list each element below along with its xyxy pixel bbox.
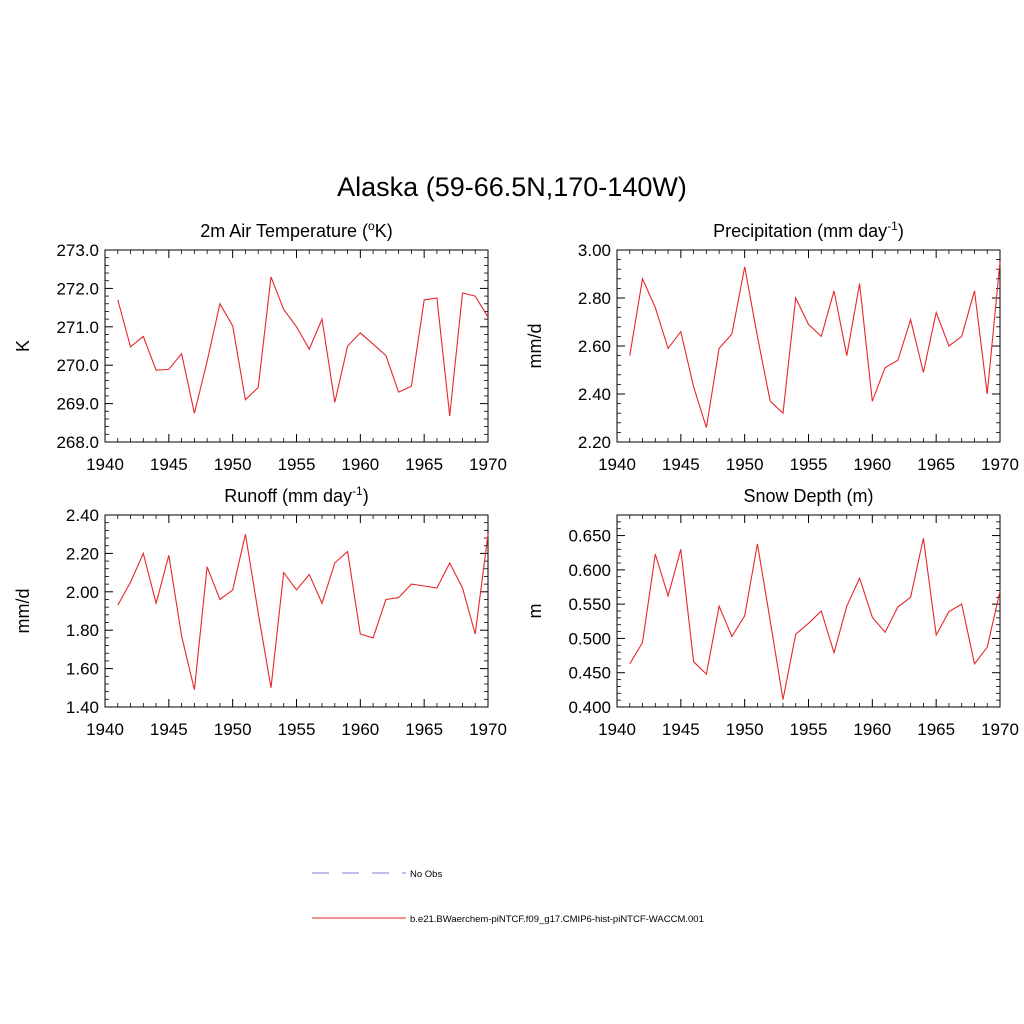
y-axis-label: mm/d [13,589,33,634]
y-tick-label: 0.400 [568,698,611,717]
y-tick-label: 0.550 [568,595,611,614]
x-tick-label: 1960 [853,720,891,739]
x-tick-label: 1945 [150,720,188,739]
panel-title: Runoff (mm day-1) [224,484,368,506]
chart-panel-2: 1940 1945 1950 1955 1960 1965 1970 2.20 2.40 2.60… [525,219,1019,474]
legend-model-label: b.e21.BWaerchem-piNTCF.f09_g17.CMIP6-his… [410,914,704,925]
x-tick-label: 1955 [278,720,316,739]
x-tick-label: 1970 [469,455,507,474]
y-axis-label: m [525,604,545,619]
y-tick-label: 268.0 [56,433,99,452]
series-line [629,261,1001,428]
panel-title-text: Snow Depth (m) [743,486,873,506]
plot-frame [616,249,1001,443]
y-tick-label: 0.500 [568,629,611,648]
x-tick-label: 1950 [726,720,764,739]
x-tick-label: 1950 [726,455,764,474]
x-tick-label: 1955 [790,455,828,474]
panel-title: Precipitation (mm day-1) [713,219,904,241]
y-tick-label: 2.40 [66,506,99,525]
x-tick-label: 1940 [598,455,636,474]
series-line [117,534,489,690]
panel-title-superscript: -1 [352,484,363,498]
plot-frame [104,514,489,708]
panel-title-end: K) [375,221,393,241]
x-tick-label: 1965 [405,455,443,474]
y-tick-label: 3.00 [578,241,611,260]
panel-title-superscript: -1 [887,219,898,233]
y-tick-label: 269.0 [56,395,99,414]
x-tick-label: 1955 [278,455,316,474]
plot-frame [616,514,1001,708]
panel-title-text: Precipitation (mm day [713,221,887,241]
x-tick-label: 1945 [662,455,700,474]
y-tick-label: 270.0 [56,356,99,375]
x-tick-label: 1960 [853,455,891,474]
y-axis-label: mm/d [525,324,545,369]
x-tick-label: 1950 [214,720,252,739]
x-tick-label: 1945 [662,720,700,739]
y-tick-label: 0.600 [568,561,611,580]
x-tick-label: 1940 [598,720,636,739]
x-tick-label: 1940 [86,720,124,739]
y-tick-label: 0.450 [568,664,611,683]
y-tick-label: 2.20 [578,433,611,452]
panel-title-text: 2m Air Temperature ( [200,221,368,241]
y-tick-label: 0.650 [568,527,611,546]
legend: No Obs b.e21.BWaerchem-piNTCF.f09_g17.CM… [312,869,704,925]
x-tick-label: 1970 [469,720,507,739]
y-tick-label: 1.40 [66,698,99,717]
panel-title-superscript: o [368,219,375,233]
chart-panel-3: 1940 1945 1950 1955 1960 1965 1970 1.40 1.60 1.80… [13,484,507,739]
x-tick-label: 1965 [405,720,443,739]
y-tick-label: 1.60 [66,660,99,679]
x-tick-label: 1955 [790,720,828,739]
x-tick-label: 1970 [981,455,1019,474]
chart-panel-1: 1940 1945 1950 1955 1960 1965 1970 268.0 269.0 27… [13,219,507,474]
x-tick-label: 1960 [341,720,379,739]
panel-title-text: Runoff (mm day [224,486,352,506]
y-tick-label: 2.40 [578,385,611,404]
y-tick-label: 2.60 [578,337,611,356]
y-tick-label: 2.00 [66,583,99,602]
x-tick-label: 1965 [917,720,955,739]
y-axis-label: K [13,340,33,352]
y-tick-label: 272.0 [56,279,99,298]
plot-frame [104,249,489,443]
y-tick-label: 271.0 [56,318,99,337]
chart-panel-4: 1940 1945 1950 1955 1960 1965 1970 0.400 0.450 0.… [525,486,1019,739]
panel-title: Snow Depth (m) [743,486,873,506]
panel-title-end: ) [898,221,904,241]
x-tick-label: 1940 [86,455,124,474]
series-line [117,276,489,416]
panel-title-end: ) [363,486,369,506]
x-tick-label: 1950 [214,455,252,474]
x-tick-label: 1960 [341,455,379,474]
y-tick-label: 1.80 [66,621,99,640]
chart-panels: 1940 1945 1950 1955 1960 1965 1970 268.0 269.0 27… [13,219,1019,739]
figure-title: Alaska (59-66.5N,170-140W) [337,172,687,202]
x-tick-label: 1970 [981,720,1019,739]
panel-title: 2m Air Temperature (oK) [200,219,392,241]
legend-obs-label: No Obs [410,869,442,880]
x-tick-label: 1965 [917,455,955,474]
series-line [629,538,1001,700]
y-tick-label: 2.20 [66,544,99,563]
y-tick-label: 2.80 [578,289,611,308]
y-tick-label: 273.0 [56,241,99,260]
x-tick-label: 1945 [150,455,188,474]
